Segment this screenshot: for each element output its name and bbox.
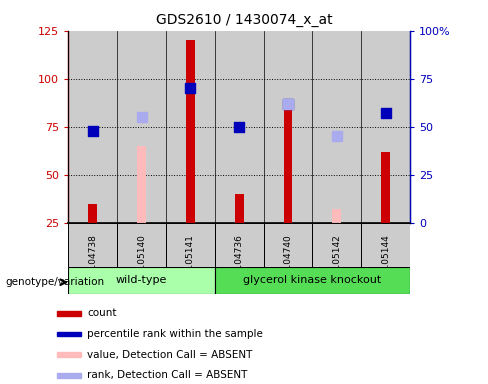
Bar [381,152,390,223]
Bar [117,223,166,267]
Bar [58,352,81,357]
Point [235,124,243,130]
Bar [166,223,215,267]
Text: GSM104740: GSM104740 [284,234,292,288]
Bar [117,31,166,223]
Text: GSM105142: GSM105142 [332,234,341,288]
Bar [312,223,361,267]
Bar [284,109,292,223]
Bar [361,31,410,223]
Bar [58,373,81,378]
Bar [361,223,410,267]
Text: wild-type: wild-type [116,275,167,285]
Bar [215,223,264,267]
Point [382,110,389,116]
Text: value, Detection Call = ABSENT: value, Detection Call = ABSENT [87,349,253,360]
Bar [332,209,341,223]
Bar [68,31,117,223]
Bar [88,204,97,223]
Bar [264,31,312,223]
Text: count: count [87,308,117,318]
Bar [186,40,195,223]
Point [284,101,292,107]
Point [186,85,194,91]
Bar [68,223,117,267]
Text: GSM104738: GSM104738 [88,234,97,289]
Bar [215,267,410,294]
Bar [137,146,146,223]
Point [333,133,341,139]
Bar [58,311,81,316]
Point [89,127,97,134]
Bar [235,194,244,223]
Text: glycerol kinase knockout: glycerol kinase knockout [243,275,382,285]
Point [284,101,292,107]
Text: rank, Detection Call = ABSENT: rank, Detection Call = ABSENT [87,370,248,381]
Point [138,114,145,120]
Text: GDS2610 / 1430074_x_at: GDS2610 / 1430074_x_at [156,13,332,27]
Bar [264,223,312,267]
Bar [312,31,361,223]
Bar [166,31,215,223]
Text: GSM104736: GSM104736 [235,234,244,289]
Bar [215,31,264,223]
Bar [68,267,215,294]
Text: GSM105140: GSM105140 [137,234,146,289]
Text: GSM105141: GSM105141 [186,234,195,289]
Bar [58,331,81,336]
Text: genotype/variation: genotype/variation [5,277,104,287]
Text: GSM105144: GSM105144 [381,234,390,288]
Text: percentile rank within the sample: percentile rank within the sample [87,329,264,339]
